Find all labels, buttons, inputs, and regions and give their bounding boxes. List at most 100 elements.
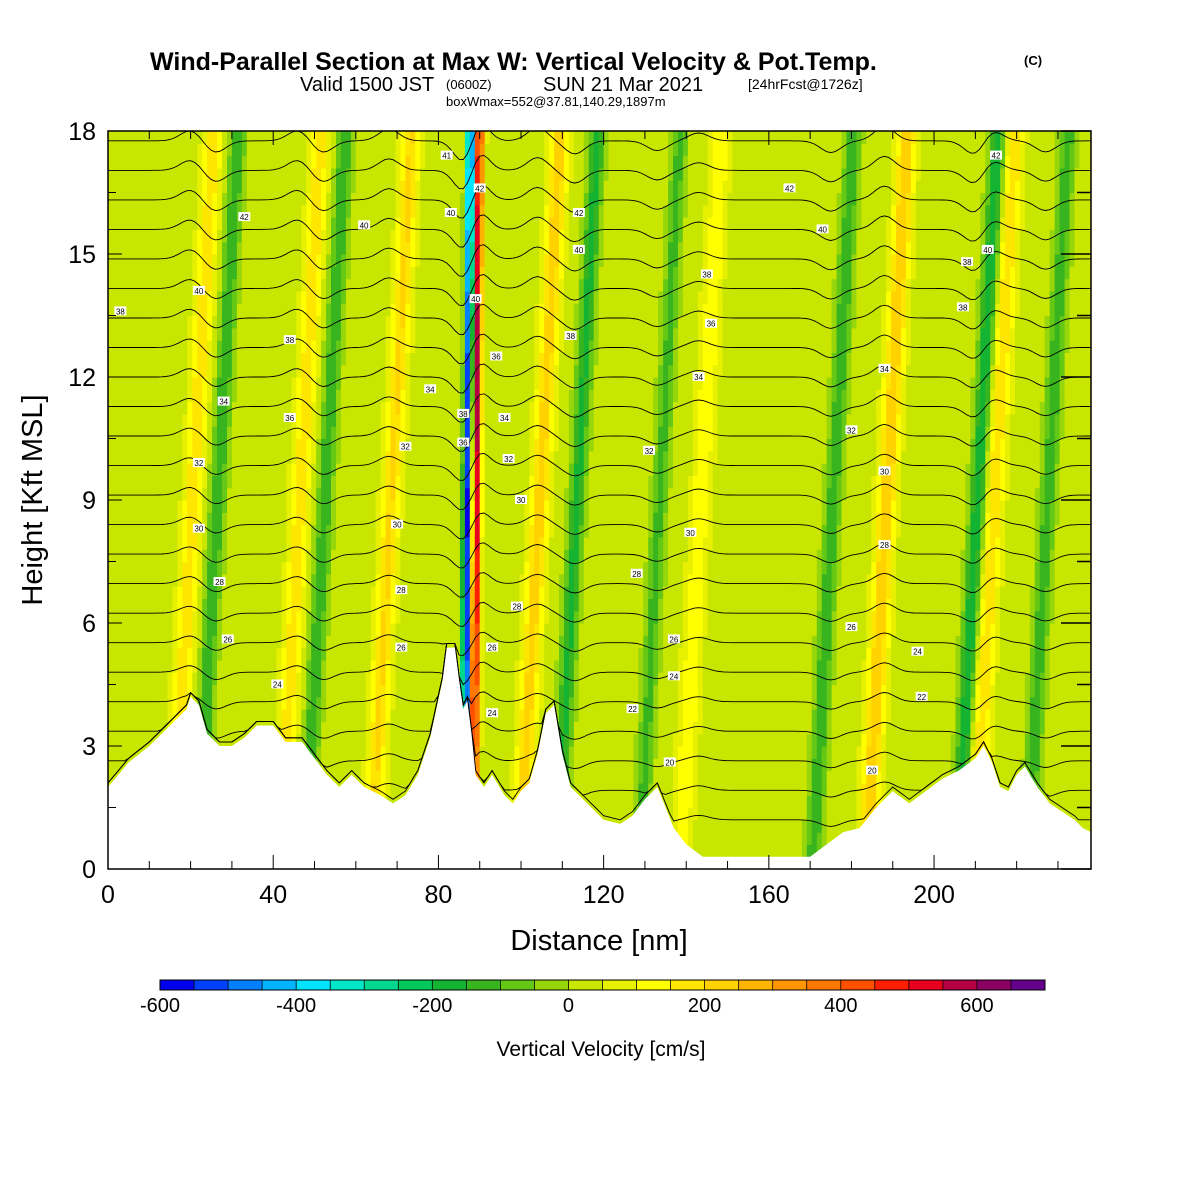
velocity-cell <box>202 364 208 378</box>
velocity-cell <box>127 438 134 452</box>
velocity-cell <box>420 659 426 673</box>
velocity-cell <box>306 450 312 464</box>
velocity-cell <box>430 389 436 403</box>
velocity-cell <box>380 696 387 710</box>
velocity-cell <box>202 266 208 280</box>
velocity-cell <box>142 438 149 452</box>
velocity-cell <box>435 389 441 403</box>
velocity-cell <box>157 327 164 341</box>
velocity-cell <box>479 524 486 538</box>
velocity-cell <box>479 167 486 181</box>
velocity-cell <box>331 524 337 538</box>
velocity-cell <box>286 401 292 415</box>
velocity-cell <box>360 536 367 550</box>
velocity-cell <box>167 167 174 181</box>
velocity-cell <box>301 672 307 686</box>
velocity-cell <box>266 659 273 673</box>
velocity-cell <box>108 733 114 747</box>
velocity-cell <box>246 426 253 440</box>
velocity-cell <box>147 635 154 649</box>
velocity-cell <box>182 635 188 649</box>
velocity-cell <box>410 536 416 550</box>
velocity-cell <box>246 389 253 403</box>
velocity-cell <box>395 217 402 230</box>
velocity-cell <box>172 180 178 194</box>
velocity-cell <box>187 500 193 513</box>
velocity-cell <box>246 401 253 415</box>
velocity-cell <box>212 721 218 735</box>
velocity-cell <box>256 475 263 489</box>
velocity-cell <box>385 659 392 673</box>
velocity-cell <box>212 413 218 427</box>
velocity-cell <box>494 167 501 181</box>
velocity-cell <box>380 647 387 661</box>
velocity-cell <box>137 524 144 538</box>
velocity-cell <box>340 143 347 157</box>
velocity-cell <box>113 327 119 341</box>
velocity-cell <box>167 672 174 686</box>
velocity-cell <box>167 266 174 280</box>
velocity-cell <box>355 524 362 538</box>
velocity-cell <box>504 254 511 267</box>
velocity-cell <box>311 672 317 686</box>
velocity-cell <box>494 229 501 243</box>
velocity-cell <box>445 413 451 427</box>
velocity-cell <box>256 684 263 698</box>
velocity-cell <box>311 167 317 181</box>
velocity-cell <box>217 364 223 378</box>
velocity-cell <box>187 536 193 550</box>
velocity-cell <box>162 635 169 649</box>
velocity-cell <box>514 672 520 686</box>
velocity-cell <box>420 155 426 169</box>
velocity-cell <box>370 389 377 403</box>
velocity-cell <box>365 573 372 587</box>
velocity-cell <box>345 278 352 292</box>
velocity-cell <box>281 721 288 735</box>
velocity-cell <box>246 623 253 636</box>
velocity-cell <box>108 721 114 735</box>
velocity-cell <box>222 696 228 710</box>
velocity-cell <box>192 303 198 317</box>
velocity-cell <box>360 438 367 452</box>
velocity-cell <box>355 438 362 452</box>
velocity-cell <box>122 696 129 710</box>
velocity-cell <box>182 229 188 243</box>
velocity-cell <box>474 635 481 649</box>
velocity-cell <box>345 192 352 206</box>
velocity-cell <box>177 340 183 353</box>
velocity-cell <box>430 167 436 181</box>
velocity-cell <box>241 352 248 366</box>
velocity-cell <box>276 364 283 378</box>
velocity-cell <box>350 389 357 403</box>
velocity-cell <box>360 586 367 599</box>
velocity-cell <box>415 536 421 550</box>
velocity-cell <box>197 217 203 230</box>
velocity-cell <box>430 266 436 280</box>
velocity-cell <box>147 155 154 169</box>
velocity-cell <box>499 327 506 341</box>
velocity-cell <box>355 684 362 698</box>
velocity-cell <box>326 167 332 181</box>
velocity-cell <box>256 561 263 575</box>
velocity-cell <box>321 659 327 673</box>
velocity-cell <box>459 131 466 144</box>
velocity-cell <box>296 536 302 550</box>
velocity-cell <box>400 180 406 194</box>
velocity-cell <box>162 266 169 280</box>
velocity-cell <box>375 438 382 452</box>
velocity-cell <box>182 684 188 698</box>
velocity-cell <box>355 573 362 587</box>
velocity-cell <box>385 524 392 538</box>
velocity-cell <box>137 377 144 390</box>
velocity-cell <box>187 586 193 599</box>
velocity-cell <box>132 623 139 636</box>
velocity-cell <box>385 709 392 722</box>
velocity-cell <box>202 426 208 440</box>
velocity-cell <box>484 217 491 230</box>
velocity-cell <box>306 659 312 673</box>
velocity-cell <box>207 155 213 169</box>
velocity-cell <box>345 549 352 563</box>
velocity-cell <box>321 143 327 157</box>
velocity-cell <box>425 659 431 673</box>
velocity-cell <box>197 241 203 255</box>
